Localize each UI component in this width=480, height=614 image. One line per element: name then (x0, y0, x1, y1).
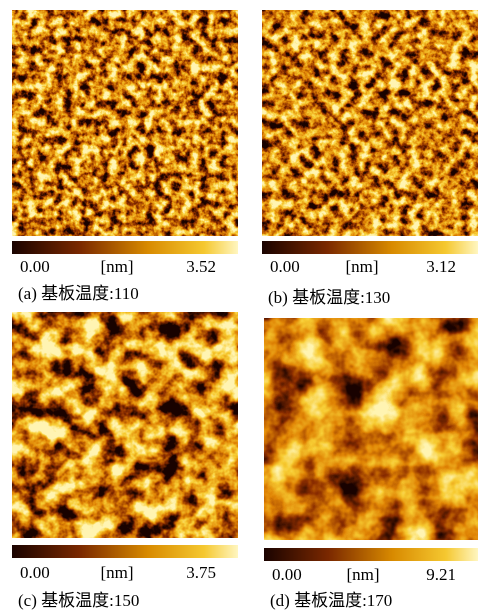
colorbar-max: 3.52 (186, 257, 216, 276)
afm-image (262, 10, 478, 236)
afm-image (12, 10, 238, 236)
colorbar-unit: [nm] (100, 257, 133, 276)
colorbar-min: 0.00 (272, 565, 302, 584)
colorbar-min: 0.00 (270, 257, 300, 276)
colorbar-unit: [nm] (345, 257, 378, 276)
caption: (a) 基板温度:110 (18, 284, 139, 303)
colorbar-unit: [nm] (346, 565, 379, 584)
colorbar (262, 241, 478, 254)
colorbar-max: 9.21 (426, 565, 456, 584)
colorbar-max: 3.75 (186, 563, 216, 582)
afm-image (264, 318, 478, 540)
caption: (b) 基板温度:130 (268, 288, 390, 307)
caption: (c) 基板温度:150 (18, 591, 139, 610)
figure: 0.00 [nm] 3.52 (a) 基板温度:110 0.00 [nm] 3.12 (b) … (0, 0, 480, 614)
colorbar-unit: [nm] (100, 563, 133, 582)
afm-image (12, 312, 238, 538)
colorbar (12, 241, 238, 254)
colorbar-min: 0.00 (20, 563, 50, 582)
colorbar (264, 548, 478, 561)
colorbar (12, 545, 238, 558)
caption: (d) 基板温度:170 (270, 591, 392, 610)
colorbar-min: 0.00 (20, 257, 50, 276)
colorbar-max: 3.12 (426, 257, 456, 276)
